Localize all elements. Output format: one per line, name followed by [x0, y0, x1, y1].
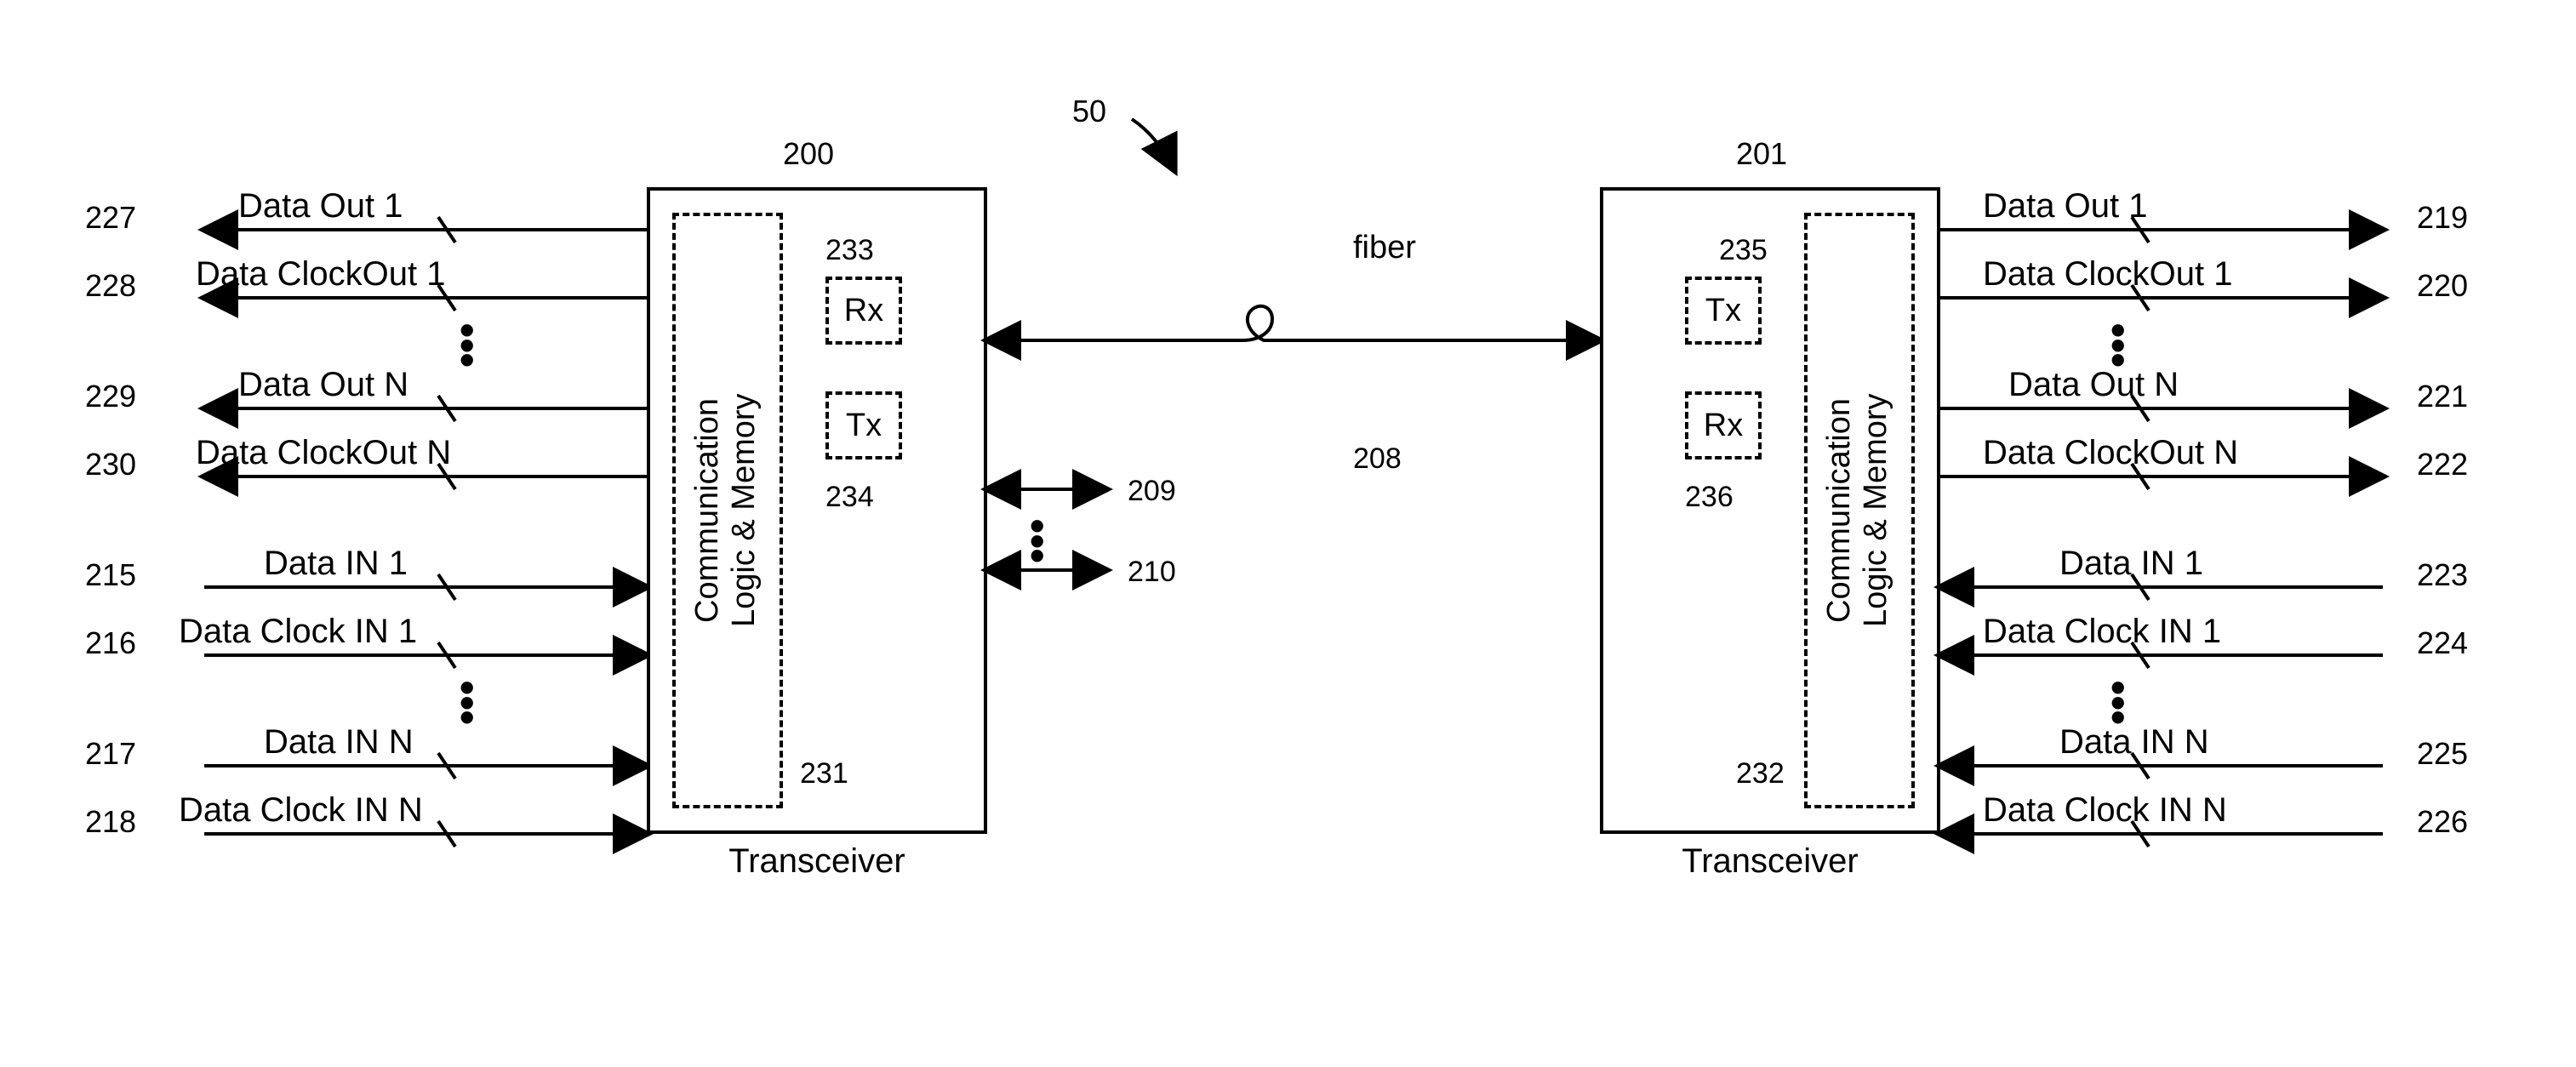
label-data-clock-in-n-r: Data Clock IN N — [1983, 791, 2227, 830]
ref-208: 208 — [1353, 442, 1402, 476]
label-data-clockout-n-r: Data ClockOut N — [1983, 434, 2238, 472]
ref-225: 225 — [2417, 736, 2468, 772]
ref-227: 227 — [85, 200, 136, 236]
figure-ref: 50 — [1072, 94, 1106, 129]
ref-229: 229 — [85, 379, 136, 414]
left-rx-box: Rx — [825, 277, 902, 345]
vdots-icon: ••• — [2110, 681, 2126, 726]
right-tx-box: Tx — [1685, 277, 1762, 345]
ref-234: 234 — [825, 481, 874, 514]
label-data-clock-in-n-l: Data Clock IN N — [179, 791, 423, 830]
vdots-icon: ••• — [460, 323, 475, 368]
ref-215: 215 — [85, 557, 136, 593]
label-data-clockout-1-l: Data ClockOut 1 — [196, 255, 445, 294]
ref-233: 233 — [825, 234, 874, 267]
label-data-out-n-l: Data Out N — [238, 366, 408, 404]
label-data-out-1-l: Data Out 1 — [238, 187, 403, 225]
ref-230: 230 — [85, 447, 136, 482]
right-comm-label: CommunicationLogic & Memory — [1821, 340, 1894, 681]
left-transceiver-title: Transceiver — [647, 842, 987, 881]
label-data-out-1-r: Data Out 1 — [1983, 187, 2147, 225]
label-data-in-1-l: Data IN 1 — [264, 545, 408, 583]
vdots-icon: ••• — [2110, 323, 2126, 368]
label-data-clock-in-1-l: Data Clock IN 1 — [179, 613, 417, 651]
ref-235: 235 — [1719, 234, 1768, 267]
transceiver-diagram: 50 227 228 229 230 215 216 217 218 Data … — [85, 85, 2491, 982]
ref-210: 210 — [1128, 556, 1176, 589]
left-comm-label: CommunicationLogic & Memory — [689, 340, 763, 681]
label-data-clockout-1-r: Data ClockOut 1 — [1983, 255, 2232, 294]
ref-231: 231 — [800, 757, 848, 790]
label-data-clock-in-1-r: Data Clock IN 1 — [1983, 613, 2221, 651]
label-data-in-n-l: Data IN N — [264, 723, 414, 762]
ref-224: 224 — [2417, 625, 2468, 661]
label-data-in-1-r: Data IN 1 — [2059, 545, 2203, 583]
vdots-icon: ••• — [460, 681, 475, 726]
ref-217: 217 — [85, 736, 136, 772]
label-data-in-n-r: Data IN N — [2059, 723, 2209, 762]
ref-201: 201 — [1736, 136, 1787, 172]
ref-232: 232 — [1736, 757, 1785, 790]
label-data-clockout-n-l: Data ClockOut N — [196, 434, 451, 472]
ref-222: 222 — [2417, 447, 2468, 482]
ref-218: 218 — [85, 804, 136, 840]
ref-220: 220 — [2417, 268, 2468, 304]
fiber-label: fiber — [1353, 230, 1416, 266]
ref-228: 228 — [85, 268, 136, 304]
ref-236: 236 — [1685, 481, 1734, 514]
ref-216: 216 — [85, 625, 136, 661]
left-tx-box: Tx — [825, 391, 902, 459]
right-rx-box: Rx — [1685, 391, 1762, 459]
vdots-icon: ••• — [1030, 519, 1045, 564]
ref-226: 226 — [2417, 804, 2468, 840]
ref-200: 200 — [783, 136, 834, 172]
right-transceiver-title: Transceiver — [1600, 842, 1940, 881]
ref-223: 223 — [2417, 557, 2468, 593]
ref-209: 209 — [1128, 475, 1176, 508]
ref-221: 221 — [2417, 379, 2468, 414]
label-data-out-n-r: Data Out N — [2008, 366, 2179, 404]
ref-219: 219 — [2417, 200, 2468, 236]
